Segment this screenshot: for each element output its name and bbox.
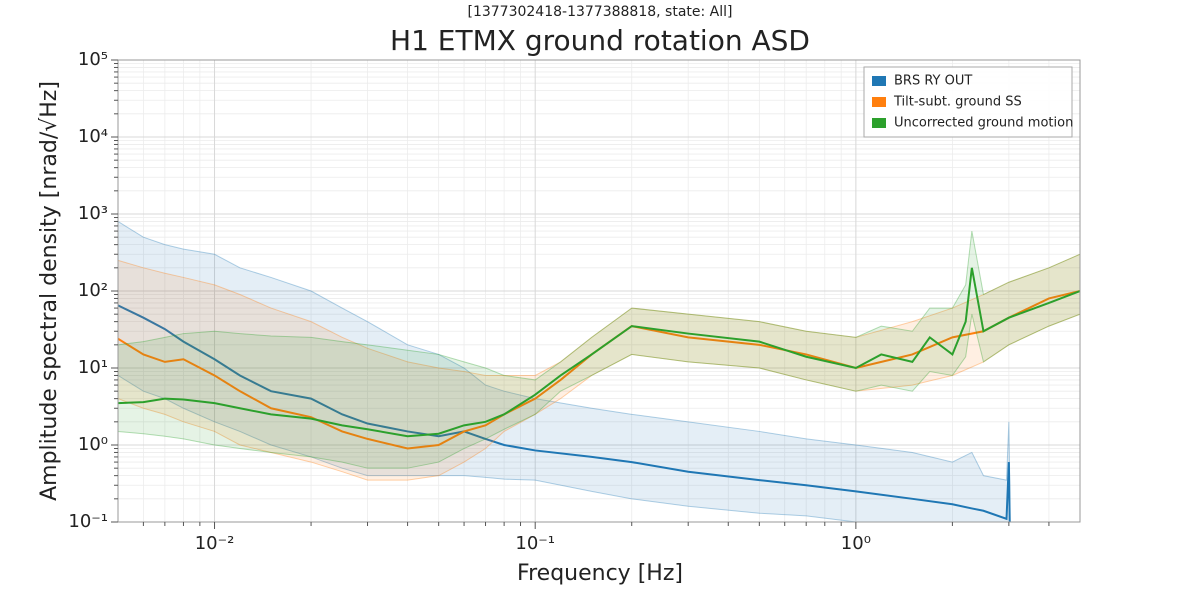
y-tick-label: 10⁰ bbox=[78, 434, 108, 455]
chart-subtitle: [1377302418-1377388818, state: All] bbox=[467, 4, 732, 20]
legend-swatch bbox=[872, 118, 886, 128]
axes: 10⁻² 10⁻¹ 10⁰ 10⁻¹ 10⁰ 10¹ 10² 10³ 10⁴ 10⁵ bbox=[68, 49, 1050, 554]
legend: BRS RY OUT Tilt-subt. ground SS Uncorrecte… bbox=[863, 66, 1073, 138]
band bbox=[118, 220, 1011, 522]
band bbox=[118, 253, 1080, 481]
y-tick-label: 10⁻¹ bbox=[68, 511, 108, 532]
legend-label: Uncorrected ground motion bbox=[894, 116, 1073, 131]
legend-box bbox=[863, 66, 1073, 138]
chart-title: H1 ETMX ground rotation ASD bbox=[390, 24, 810, 57]
legend-label: BRS RY OUT bbox=[894, 74, 972, 89]
legend-swatch bbox=[872, 97, 886, 107]
y-tick-label: 10⁴ bbox=[78, 126, 108, 147]
y-tick-label: 10² bbox=[78, 280, 108, 301]
plot-area bbox=[118, 220, 1080, 522]
y-tick-label: 10¹ bbox=[78, 357, 108, 378]
legend-label: Tilt-subt. ground SS bbox=[893, 95, 1022, 110]
y-tick-label: 10³ bbox=[78, 203, 108, 224]
series-line bbox=[118, 304, 1011, 522]
legend-swatch bbox=[872, 76, 886, 86]
y-axis-label: Amplitude spectral density [nrad/√Hz] bbox=[37, 81, 62, 501]
y-tick-label: 10⁵ bbox=[78, 49, 108, 70]
x-tick-label: 10⁰ bbox=[841, 533, 871, 554]
series-line bbox=[118, 267, 1080, 438]
x-tick-label: 10⁻¹ bbox=[515, 533, 555, 554]
x-tick-label: 10⁻² bbox=[195, 533, 235, 554]
x-axis-label: Frequency [Hz] bbox=[517, 561, 683, 586]
